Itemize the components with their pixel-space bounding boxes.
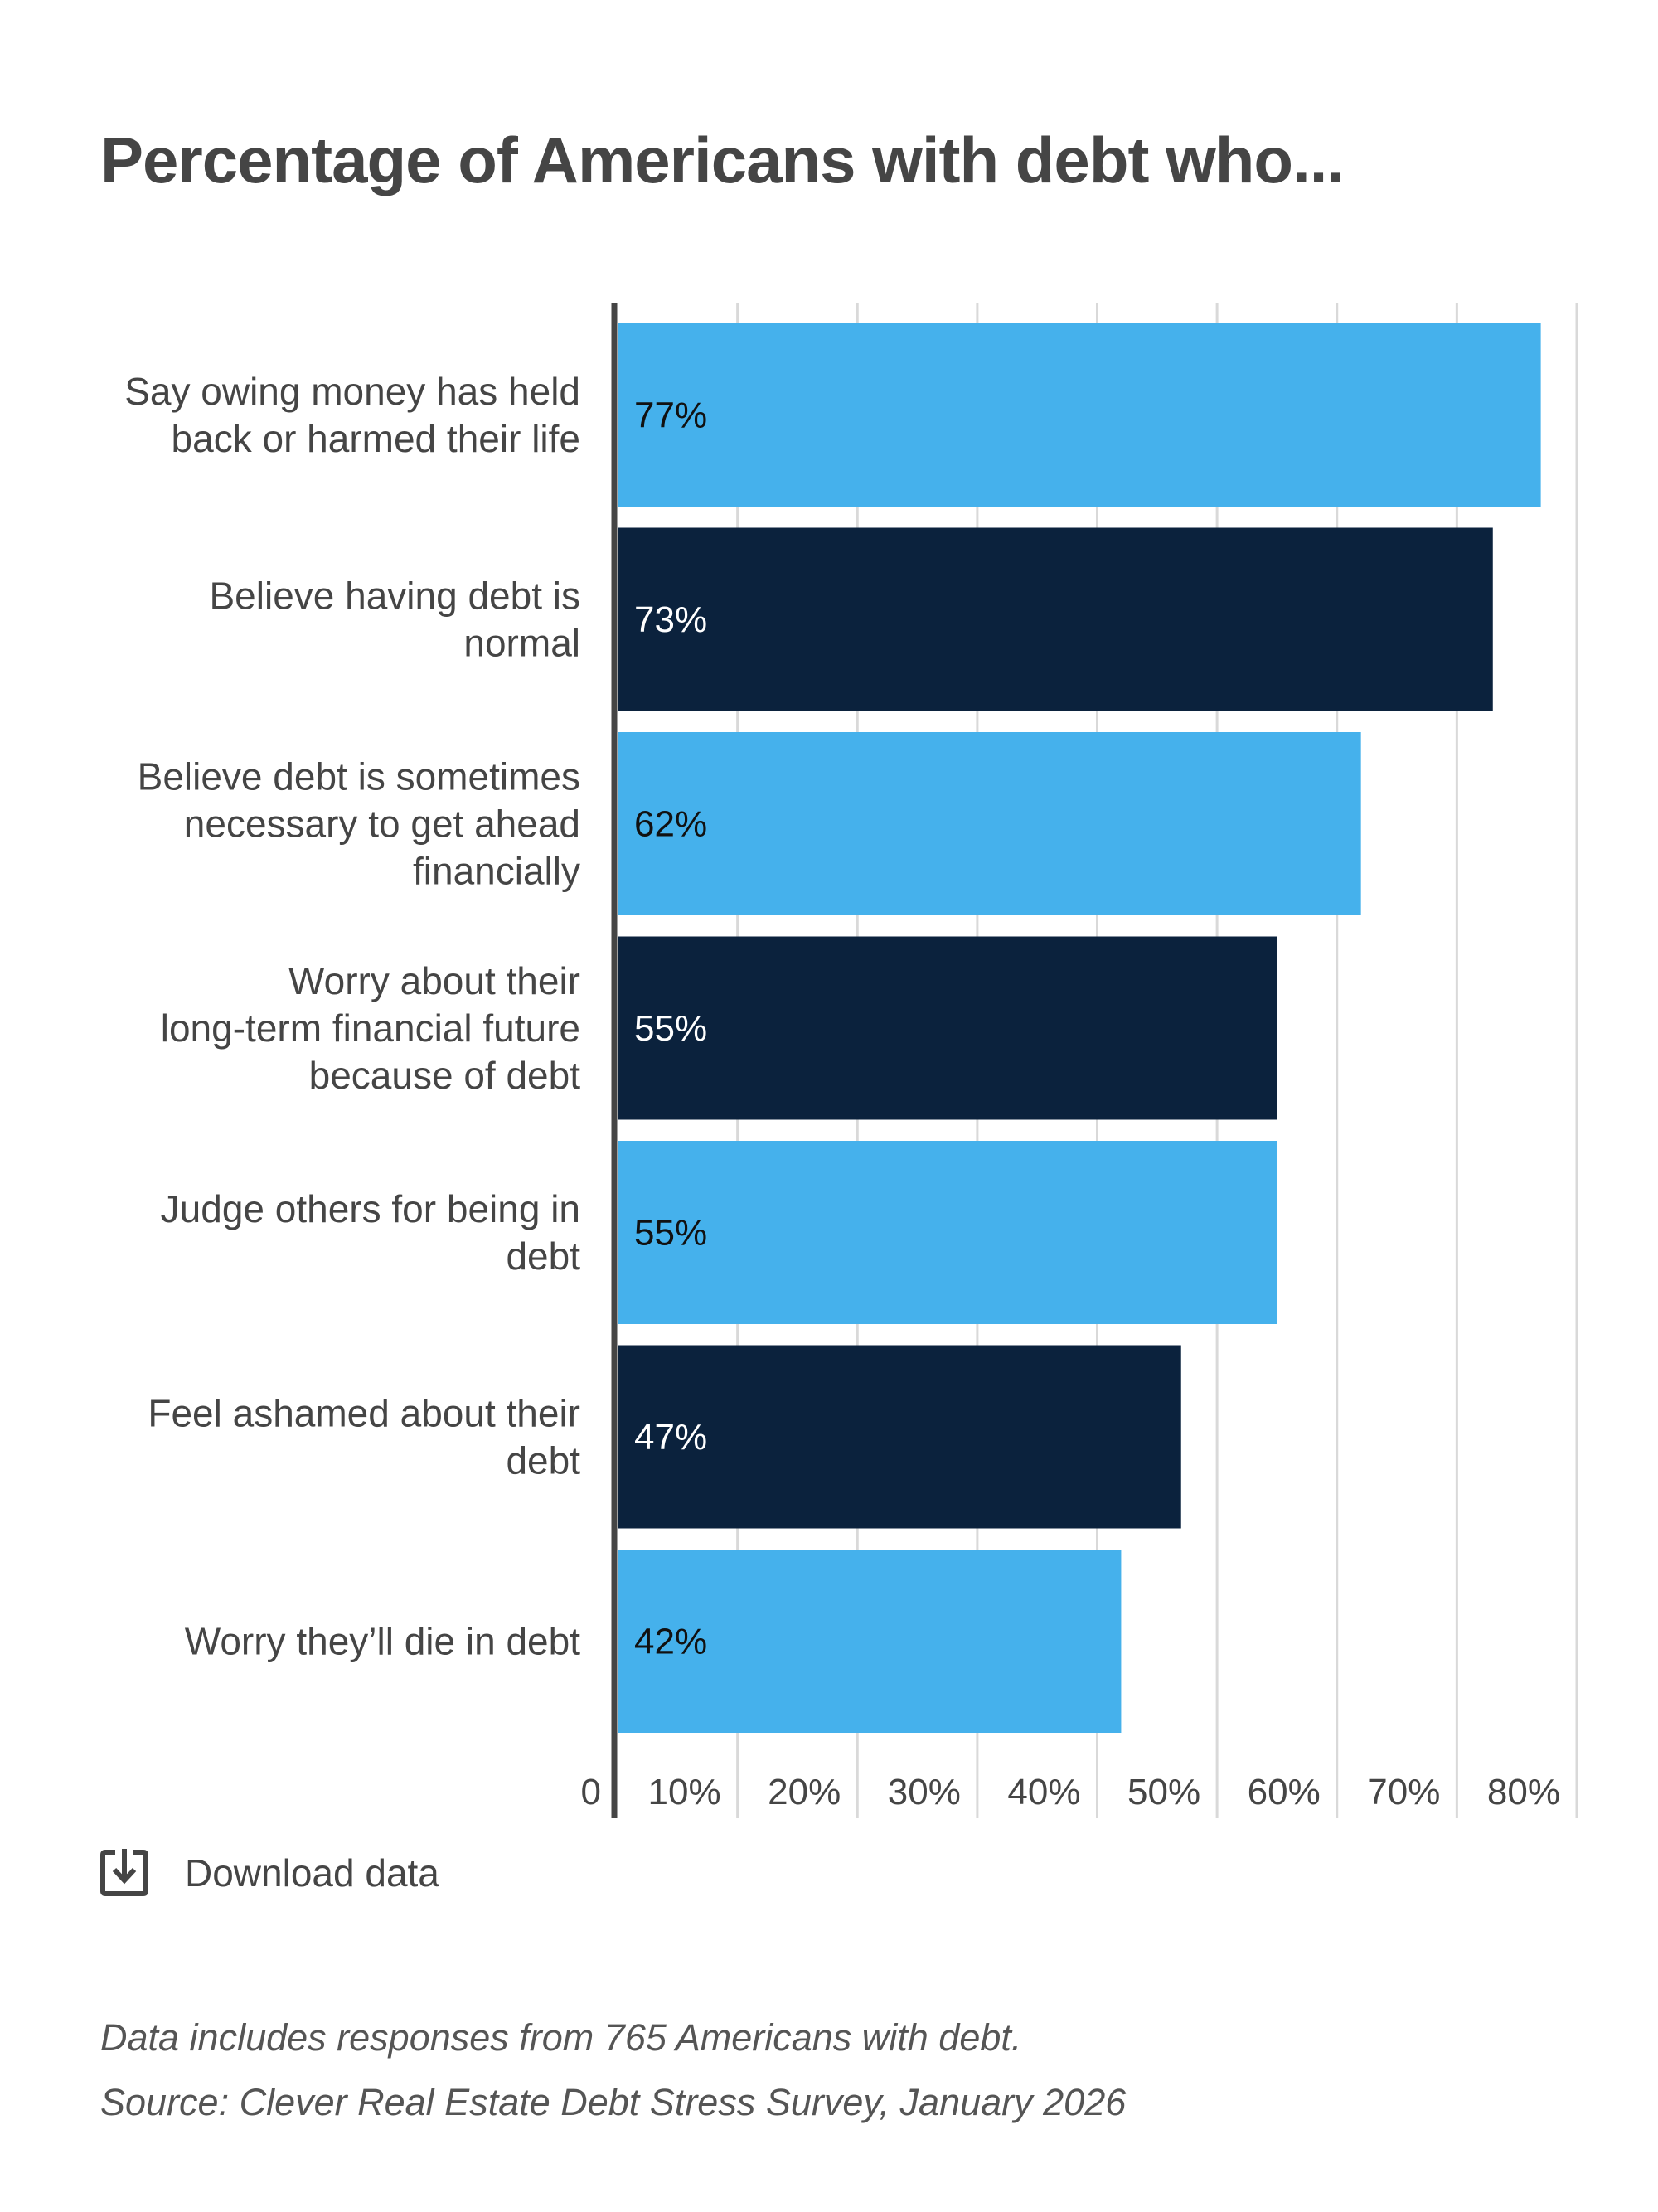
category-label: Say owing money has held xyxy=(124,370,580,413)
category-label: Worry they’ll die in debt xyxy=(185,1620,580,1663)
category-label: debt xyxy=(506,1235,580,1278)
data-label: 73% xyxy=(634,599,707,640)
data-label: 77% xyxy=(634,395,707,436)
bar xyxy=(618,527,1493,711)
footnote-source: Source: Clever Real Estate Debt Stress S… xyxy=(100,2081,1127,2123)
data-label: 55% xyxy=(634,1008,707,1049)
download-data-button[interactable]: Download data xyxy=(100,1847,439,1899)
x-tick-label: 20% xyxy=(768,1772,841,1812)
category-label: back or harmed their life xyxy=(172,417,580,460)
category-label: long-term financial future xyxy=(161,1007,580,1050)
footnote-sample: Data includes responses from 765 America… xyxy=(100,2016,1022,2059)
x-tick-label: 0 xyxy=(581,1772,601,1812)
x-tick-label: 80% xyxy=(1487,1772,1560,1812)
chart-title: Percentage of Americans with debt who... xyxy=(100,124,1345,196)
category-label: Feel ashamed about their xyxy=(148,1392,580,1435)
x-tick-label: 50% xyxy=(1127,1772,1200,1812)
bar xyxy=(618,323,1541,507)
bar xyxy=(618,1141,1277,1324)
category-label: Believe having debt is xyxy=(209,575,580,618)
category-label: necessary to get ahead xyxy=(184,803,580,846)
x-tick-label: 30% xyxy=(888,1772,961,1812)
category-label: debt xyxy=(506,1439,580,1482)
category-label: because of debt xyxy=(309,1054,581,1097)
data-label: 42% xyxy=(634,1622,707,1662)
data-label: 62% xyxy=(634,804,707,845)
bar xyxy=(618,1345,1181,1529)
data-label: 47% xyxy=(634,1417,707,1458)
category-label: Judge others for being in xyxy=(161,1187,580,1230)
bar xyxy=(618,732,1361,915)
category-label: financially xyxy=(413,850,580,893)
download-data-label: Download data xyxy=(185,1851,439,1894)
x-tick-label: 10% xyxy=(648,1772,721,1812)
bar xyxy=(618,1550,1122,1733)
x-tick-label: 70% xyxy=(1367,1772,1440,1812)
category-label: Believe debt is sometimes xyxy=(138,755,580,798)
data-label: 55% xyxy=(634,1213,707,1254)
bar xyxy=(618,936,1277,1120)
category-label: normal xyxy=(463,622,580,665)
x-tick-label: 60% xyxy=(1248,1772,1321,1812)
x-tick-label: 40% xyxy=(1007,1772,1080,1812)
download-icon xyxy=(100,1849,148,1896)
category-label: Worry about their xyxy=(288,959,580,1002)
